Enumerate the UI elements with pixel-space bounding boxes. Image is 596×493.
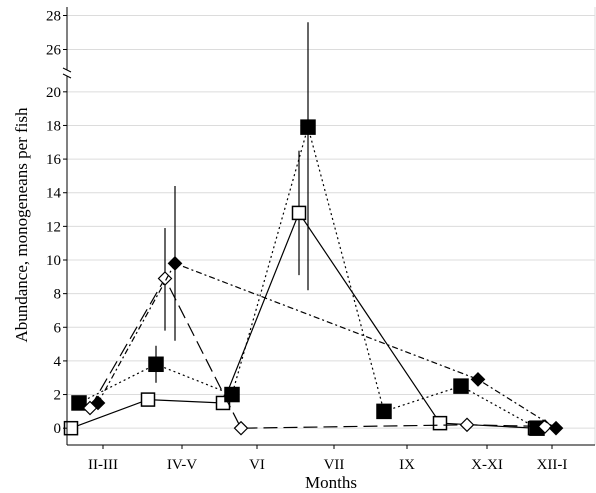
series-line (97, 262, 557, 429)
data-point (300, 119, 316, 135)
y-tick-label: 10 (46, 253, 61, 269)
data-point (140, 392, 156, 407)
y-tick-label: 8 (54, 287, 62, 303)
data-point (453, 378, 469, 394)
data-point (224, 386, 240, 403)
y-tick-label: 2 (54, 388, 62, 404)
data-point (148, 356, 164, 373)
y-tick-label: 12 (46, 219, 61, 235)
data-point (90, 395, 106, 411)
series (90, 186, 564, 436)
data-point (157, 271, 173, 286)
data-point (167, 256, 183, 271)
data-point (432, 415, 448, 431)
y-tick-label: 28 (46, 9, 61, 25)
x-tick-label: IV-V (167, 457, 197, 473)
x-tick-label: XII-I (537, 457, 568, 473)
axis-labels: Months Abundance, monogeneans per fish (12, 107, 357, 492)
y-tick-label: 6 (54, 320, 62, 336)
y-tick-label: 14 (46, 186, 62, 202)
y-tick-label: 16 (46, 152, 62, 168)
x-axis-title: Months (305, 473, 357, 492)
data-point (376, 403, 392, 420)
y-tick-label: 4 (54, 354, 62, 370)
y-tick-label: 20 (46, 85, 61, 101)
y-axis-title: Abundance, monogeneans per fish (12, 107, 31, 343)
axis-break-mark (62, 67, 72, 73)
x-tick-label: II-III (88, 457, 118, 473)
x-tick-label: IX (399, 457, 415, 473)
data-point (537, 419, 553, 434)
series (71, 22, 545, 436)
y-tick-label: 18 (46, 118, 61, 134)
x-tick-label: VI (249, 457, 265, 473)
y-tick-label: 26 (46, 43, 62, 59)
data-point (470, 372, 486, 387)
data-point (71, 395, 87, 411)
data-point (548, 420, 564, 436)
axes: 0 2 4 6 8 10 12 14 16 18 20 26 28 II-III IV-V VI VII IX X-… (46, 7, 595, 473)
gridlines (67, 7, 596, 445)
y-tick-label: 0 (54, 421, 62, 437)
x-tick-label: VII (324, 457, 345, 473)
data-point (291, 205, 307, 221)
series (63, 150, 543, 436)
data-point (233, 420, 249, 436)
axis-break-mark (62, 73, 72, 79)
series-line (70, 211, 536, 429)
x-tick-label: X-XI (471, 457, 503, 473)
series-group (63, 22, 564, 436)
data-point (459, 417, 475, 433)
series-line (89, 277, 546, 429)
